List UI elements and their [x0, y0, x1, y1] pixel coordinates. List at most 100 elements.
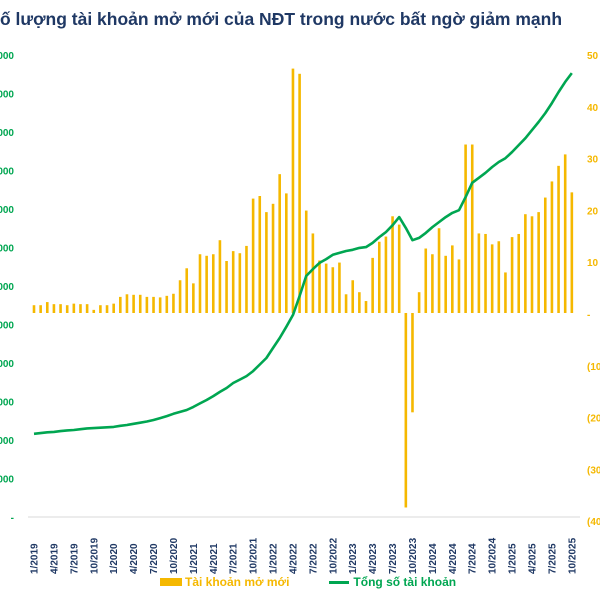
bar-new-accounts [497, 241, 501, 313]
left-tick-label: 000 [0, 51, 14, 62]
bar-new-accounts [59, 304, 62, 313]
right-tick-label: - [587, 310, 590, 321]
bar-new-accounts [298, 73, 301, 313]
x-tick-label: 10/2019 [89, 537, 100, 574]
bar-new-accounts [570, 192, 574, 313]
bar-new-accounts [304, 210, 308, 313]
bar-new-accounts [517, 233, 521, 313]
right-tick-label: 30 [587, 155, 599, 166]
bar-new-accounts [530, 216, 534, 313]
right-tick-label: (10 [587, 362, 600, 373]
bar-new-accounts [404, 313, 408, 508]
left-tick-label: 000 [0, 282, 14, 293]
bar-new-accounts [457, 259, 461, 313]
right-tick-label: 20 [587, 206, 599, 217]
bar-new-accounts [92, 309, 96, 313]
bar-new-accounts [112, 303, 115, 313]
bar-new-accounts [45, 302, 49, 313]
x-tick-label: 7/2024 [468, 543, 479, 574]
bar-new-accounts [251, 198, 255, 313]
bar-new-accounts [119, 296, 122, 313]
bar-new-accounts [105, 305, 109, 313]
bar-new-accounts [85, 304, 89, 313]
bar-new-accounts [145, 296, 149, 313]
bar-new-accounts [451, 245, 454, 313]
bar-new-accounts [384, 236, 388, 313]
left-tick-label: 000 [0, 359, 14, 370]
chart-title: ố lượng tài khoản mở mới của NĐT trong n… [0, 9, 563, 29]
bar-new-accounts [411, 313, 414, 413]
bar-new-accounts [371, 257, 374, 313]
x-tick-label: 7/2022 [308, 543, 319, 574]
bar-new-accounts [504, 272, 507, 313]
right-tick-label: (30 [587, 465, 600, 476]
x-tick-label: 1/2023 [348, 543, 359, 574]
bar-new-accounts [351, 280, 355, 313]
bar-new-accounts [331, 267, 335, 313]
bar-new-accounts [510, 237, 514, 313]
bar-new-accounts [79, 304, 82, 313]
left-tick-label: 000 [0, 475, 14, 486]
bar-new-accounts [291, 68, 295, 313]
x-tick-label: 10/2020 [169, 537, 180, 574]
bar-new-accounts [132, 294, 135, 313]
bar-new-accounts [557, 165, 560, 313]
bar-new-accounts [198, 254, 202, 313]
left-tick-label: 000 [0, 128, 14, 139]
bar-new-accounts [537, 212, 540, 313]
x-tick-label: 4/2019 [49, 543, 60, 574]
bar-new-accounts [484, 233, 487, 313]
bar-new-accounts [324, 263, 328, 313]
bar-new-accounts [543, 197, 547, 313]
bar-new-accounts [563, 154, 567, 313]
bar-new-accounts [178, 280, 182, 313]
bar-new-accounts [311, 233, 315, 313]
bar-new-accounts [258, 196, 262, 313]
x-tick-label: 10/2024 [488, 537, 499, 574]
bar-new-accounts [218, 240, 222, 313]
left-tick-label: 000 [0, 90, 14, 101]
bar-new-accounts [165, 295, 169, 313]
legend: Tài khoản mở mới Tổng số tài khoản [160, 575, 456, 589]
x-tick-label: 4/2025 [528, 543, 539, 574]
left-tick-label: 000 [0, 321, 14, 332]
bar-new-accounts [464, 144, 467, 313]
x-tick-label: 1/2024 [428, 543, 439, 574]
x-tick-label: 4/2022 [288, 543, 299, 574]
total-accounts-line [33, 72, 573, 436]
right-tick-label: 50 [587, 51, 599, 62]
left-tick-label: - [11, 513, 14, 524]
x-tick-label: 7/2023 [388, 543, 399, 574]
bar-new-accounts [211, 254, 215, 313]
bar-new-accounts [32, 305, 36, 313]
bar-new-accounts [318, 260, 321, 313]
bar-new-accounts [278, 174, 281, 313]
bar-new-accounts [358, 292, 361, 313]
bar-new-accounts [99, 305, 102, 313]
right-tick-label: 10 [587, 258, 599, 269]
bar-new-accounts [231, 251, 235, 313]
bar-new-accounts [364, 301, 368, 313]
bar-new-accounts [550, 181, 554, 313]
x-tick-label: 4/2024 [448, 543, 459, 574]
bar-new-accounts [285, 193, 288, 313]
bar-new-accounts [470, 144, 474, 313]
legend-line-label: Tổng số tài khoản [353, 575, 457, 589]
legend-bars-label: Tài khoản mở mới [185, 575, 290, 589]
x-tick-label: 1/2019 [30, 543, 41, 574]
x-tick-label: 1/2021 [189, 543, 200, 574]
bar-new-accounts [444, 255, 447, 313]
legend-bar-swatch [160, 578, 182, 586]
bar-new-accounts [477, 233, 481, 313]
bar-new-accounts [424, 248, 428, 313]
bar-new-accounts [338, 262, 341, 313]
bar-new-accounts [138, 294, 142, 313]
bar-new-accounts [344, 294, 348, 313]
x-tick-label: 1/2025 [508, 543, 519, 574]
bar-new-accounts [185, 268, 189, 313]
bar-new-accounts [265, 212, 268, 313]
left-tick-label: 000 [0, 205, 14, 216]
right-tick-label: (20 [587, 414, 600, 425]
left-tick-label: 000 [0, 167, 14, 178]
